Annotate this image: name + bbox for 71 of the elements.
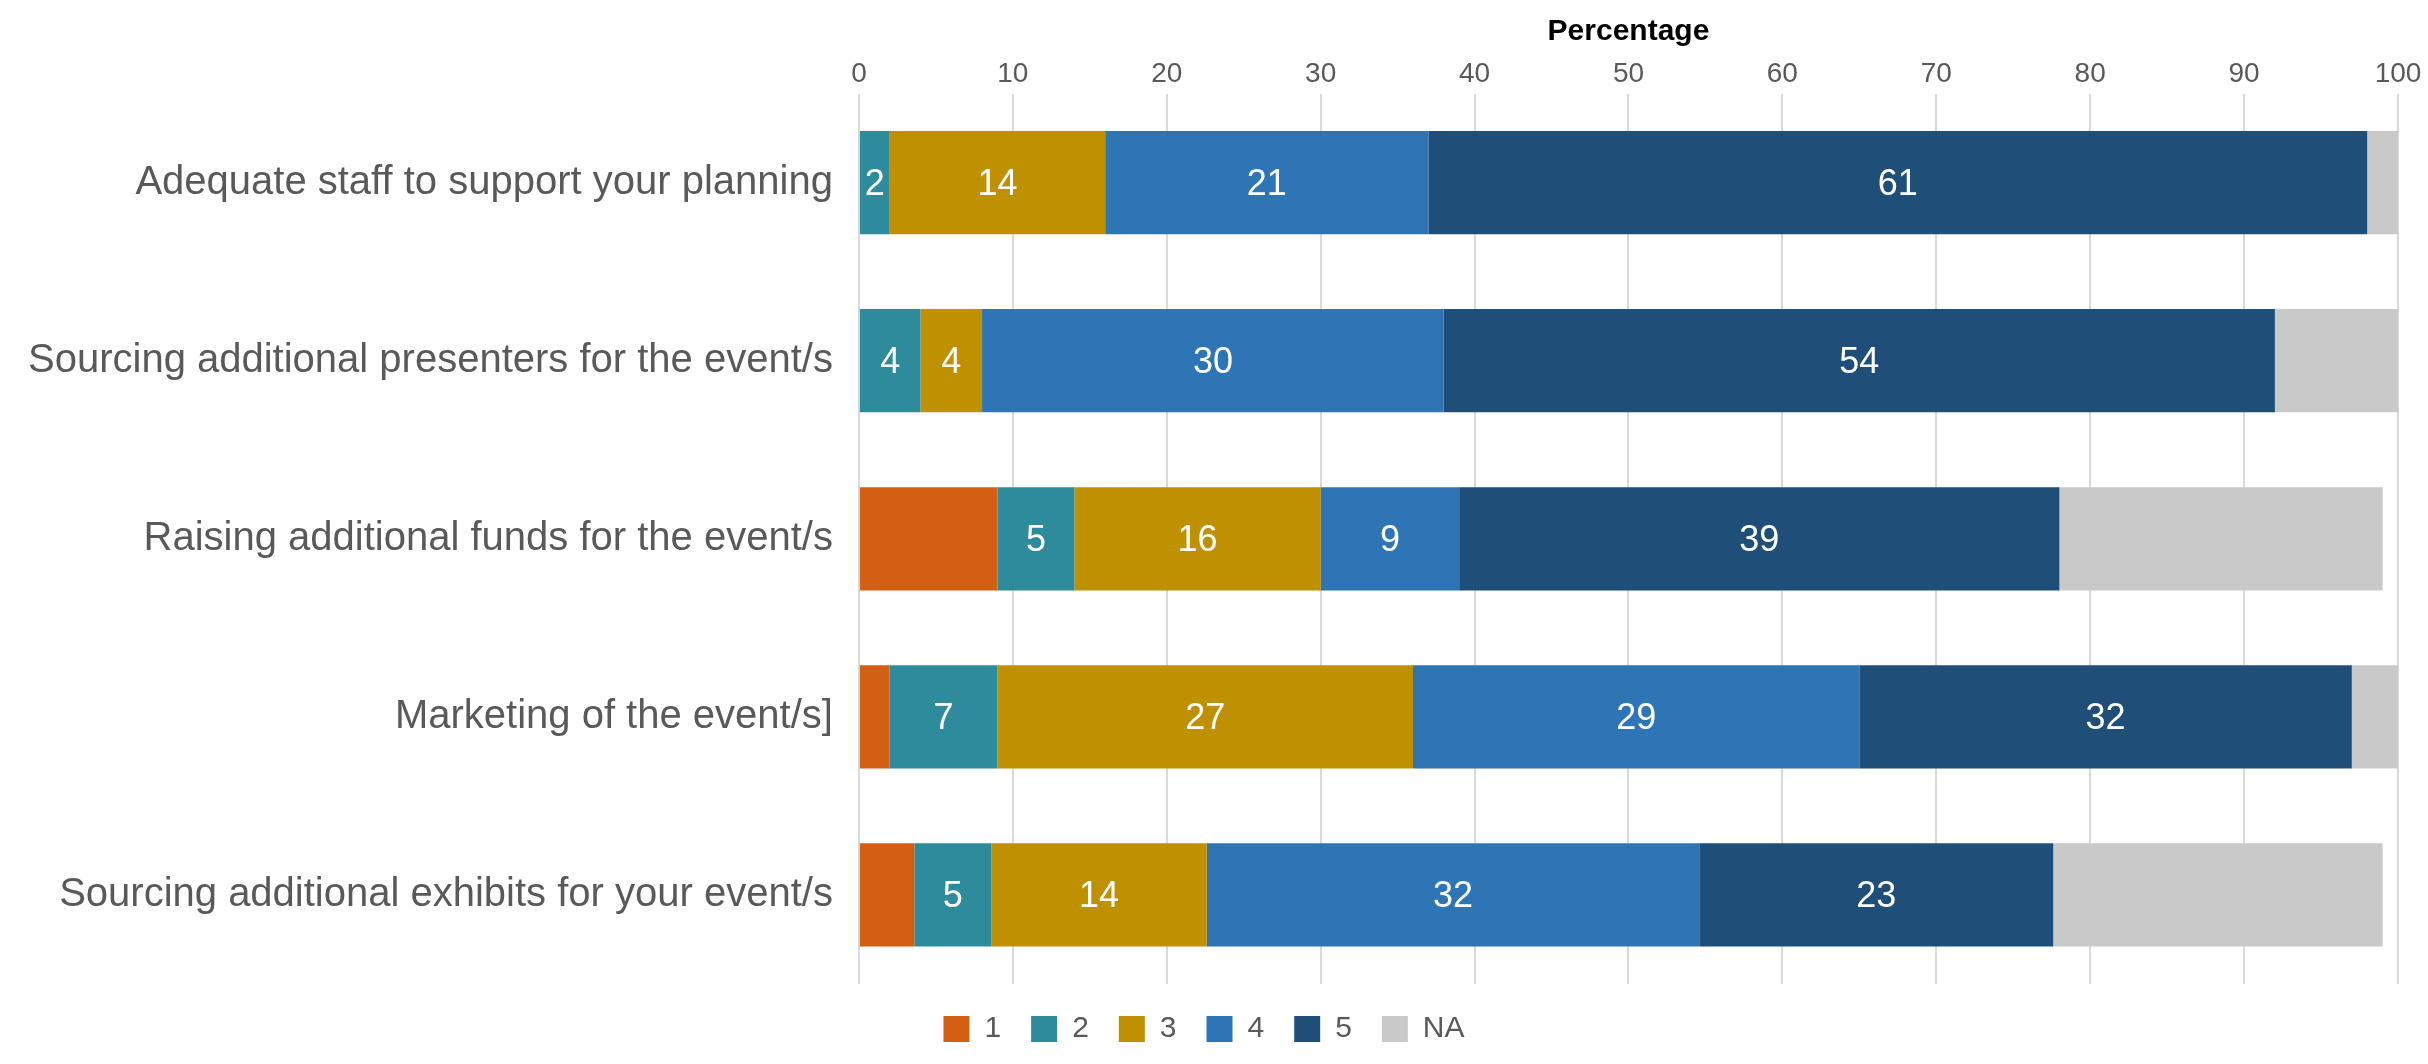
x-tick-label: 40 bbox=[1458, 56, 1491, 88]
bar bbox=[859, 309, 921, 413]
data-label: 32 bbox=[1432, 873, 1474, 915]
x-tick-label: 100 bbox=[2374, 56, 2422, 88]
bar bbox=[2059, 487, 2383, 591]
y-tick-label: Marketing of the event/s] bbox=[394, 691, 833, 736]
bar bbox=[859, 665, 890, 769]
bar bbox=[1428, 131, 2368, 235]
x-axis-title: Percentage bbox=[1547, 13, 1710, 47]
data-label: 5 bbox=[942, 873, 963, 915]
x-tick-label: 80 bbox=[2074, 56, 2106, 88]
bar bbox=[1412, 665, 1860, 769]
bar bbox=[1859, 665, 2352, 769]
y-tick-label: Sourcing additional presenters for the event/s bbox=[28, 335, 833, 380]
data-label: 54 bbox=[1839, 339, 1880, 381]
x-tick-label: 50 bbox=[1612, 56, 1645, 88]
x-tick-label: 20 bbox=[1151, 56, 1183, 88]
bar bbox=[1074, 487, 1321, 591]
bar bbox=[889, 131, 1106, 235]
data-label: 5 bbox=[1025, 517, 1046, 559]
bar bbox=[1699, 843, 2054, 947]
legend-label: 4 bbox=[1247, 1010, 1265, 1044]
bar bbox=[859, 487, 998, 591]
data-label: 2 bbox=[864, 161, 885, 203]
data-label: 30 bbox=[1192, 339, 1233, 381]
legend-label: NA bbox=[1422, 1010, 1465, 1044]
data-label: 39 bbox=[1739, 517, 1780, 559]
bar bbox=[991, 843, 1207, 947]
bar bbox=[1206, 843, 1700, 947]
bar bbox=[1105, 131, 1429, 235]
y-tick-label: Adequate staff to support your planning bbox=[135, 157, 833, 202]
bar bbox=[2053, 843, 2383, 947]
bar bbox=[2367, 131, 2398, 235]
data-label: 4 bbox=[941, 339, 962, 381]
bar bbox=[1459, 487, 2060, 591]
bar bbox=[997, 487, 1075, 591]
bar bbox=[2351, 665, 2398, 769]
data-label: 4 bbox=[880, 339, 901, 381]
bar bbox=[889, 665, 998, 769]
bar bbox=[920, 309, 983, 413]
bar bbox=[997, 665, 1413, 769]
x-tick-label: 60 bbox=[1766, 56, 1798, 88]
legend-label: 2 bbox=[1072, 1010, 1089, 1044]
bar bbox=[859, 131, 890, 235]
x-tick-label: 70 bbox=[1920, 56, 1952, 88]
legend-label: 1 bbox=[984, 1010, 1002, 1044]
x-tick-label: 0 bbox=[851, 56, 867, 88]
data-label: 14 bbox=[977, 161, 1018, 203]
data-label: 27 bbox=[1185, 695, 1226, 737]
data-label: 61 bbox=[1877, 161, 1918, 203]
bar bbox=[859, 843, 915, 947]
legend-label: 5 bbox=[1335, 1010, 1352, 1044]
data-label: 9 bbox=[1379, 517, 1400, 559]
bar bbox=[1320, 487, 1460, 591]
data-label: 23 bbox=[1856, 873, 1897, 915]
data-label: 32 bbox=[2085, 695, 2126, 737]
data-label: 16 bbox=[1177, 517, 1218, 559]
legend-label: 3 bbox=[1159, 1010, 1177, 1044]
x-tick-label: 30 bbox=[1305, 56, 1337, 88]
data-label: 14 bbox=[1078, 873, 1120, 915]
data-label: 21 bbox=[1246, 161, 1287, 203]
x-tick-label: 10 bbox=[997, 56, 1029, 88]
bar bbox=[914, 843, 992, 947]
data-label: 7 bbox=[933, 695, 954, 737]
bar bbox=[2274, 309, 2398, 413]
y-tick-label: Sourcing additional exhibits for your event/s bbox=[59, 869, 833, 914]
x-tick-label: 90 bbox=[2228, 56, 2260, 88]
bar bbox=[1443, 309, 2275, 413]
data-label: 29 bbox=[1616, 695, 1657, 737]
y-tick-label: Raising additional funds for the event/s bbox=[143, 513, 833, 558]
bar bbox=[982, 309, 1444, 413]
